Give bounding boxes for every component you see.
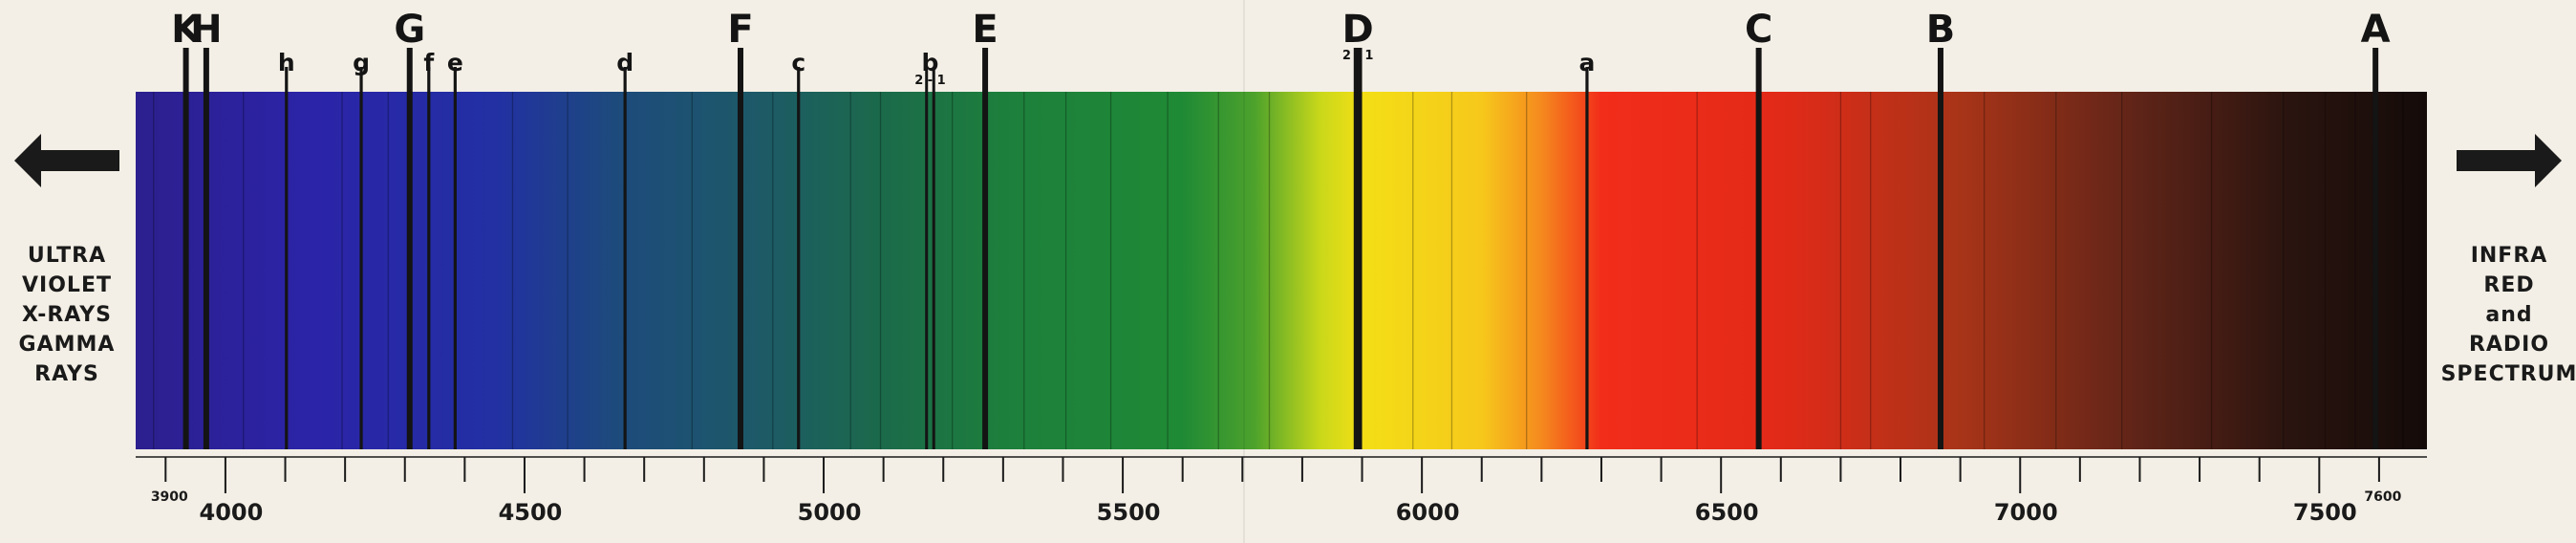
label-c: c [791, 49, 805, 76]
label-A: A [2361, 8, 2391, 52]
right-panel: INFRA RED and RADIO SPECTRUM [2440, 134, 2576, 389]
spectrum-band [136, 92, 2427, 449]
label-C: C [1745, 8, 1772, 52]
fraunhofer-lines [182, 48, 2379, 449]
tick-label-7500: 7500 [2293, 499, 2357, 526]
label-f: f [423, 49, 435, 76]
tick-label-5500: 5500 [1097, 499, 1161, 526]
left-panel: ULTRA VIOLET X-RAYS GAMMA RAYS [0, 134, 134, 389]
tick-label-4000: 4000 [200, 499, 264, 526]
wavelength-scale: 4000 4500 5000 5500 6000 6500 7000 7500 3900 7600 [136, 456, 2427, 526]
label-b: b [922, 49, 939, 76]
faint-absorption-lines [153, 92, 2404, 449]
label-g: g [353, 49, 370, 76]
label-B: B [1926, 8, 1956, 52]
page-fold [1243, 0, 1245, 543]
tick-label-4500: 4500 [499, 499, 563, 526]
label-h: h [278, 49, 295, 76]
tick-label-5000: 5000 [798, 499, 862, 526]
label-G: G [394, 8, 425, 52]
tick-label-3900: 3900 [151, 489, 188, 505]
left-panel-label: ULTRA VIOLET X-RAYS GAMMA RAYS [18, 244, 116, 386]
label-K: K [171, 8, 203, 52]
fraunhofer-labels: KHh gGf e dFc b2 - 1E D2 - 1 aC B A [171, 8, 2391, 88]
label-E: E [972, 8, 998, 52]
arrow-left-icon [14, 134, 119, 187]
tick-label-6500: 6500 [1695, 499, 1759, 526]
label-b-sub: 2 - 1 [914, 74, 946, 88]
label-d: d [616, 49, 633, 76]
label-F: F [727, 8, 753, 52]
arrow-right-icon [2457, 134, 2562, 187]
label-e: e [447, 49, 463, 76]
tick-label-7000: 7000 [1994, 499, 2058, 526]
label-H: H [190, 8, 222, 52]
label-D-sub: 2 - 1 [1342, 49, 1374, 63]
tick-label-6000: 6000 [1396, 499, 1460, 526]
right-panel-label: INFRA RED and RADIO SPECTRUM [2440, 244, 2576, 386]
label-D: D [1342, 8, 1374, 52]
tick-label-7600: 7600 [2364, 489, 2401, 505]
label-a: a [1579, 49, 1596, 76]
